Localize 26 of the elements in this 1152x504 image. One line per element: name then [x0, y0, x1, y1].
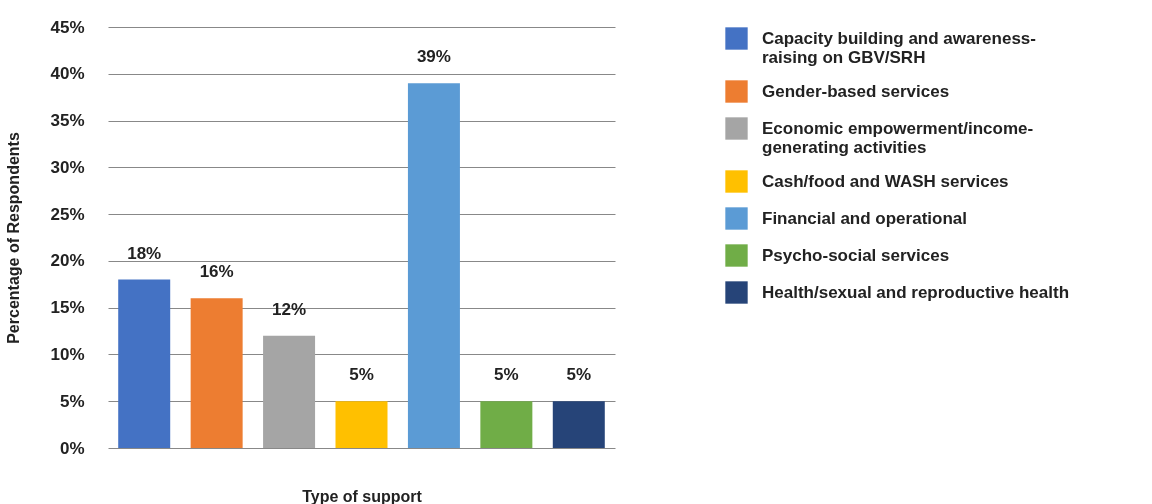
y-tick-label: 25% [50, 204, 85, 224]
data-label: 5% [349, 365, 374, 385]
legend-label: Gender-based services [762, 81, 950, 101]
legend-label: Health/sexual and reproductive health [762, 282, 1070, 302]
data-label: 5% [566, 365, 592, 385]
legend-label: Cash/food and WASH services [762, 171, 1009, 191]
y-tick-label: 5% [59, 391, 85, 411]
legend-label: Psycho-social services [762, 245, 950, 265]
data-label: 12% [272, 299, 307, 319]
data-label: 18% [127, 243, 162, 263]
data-label: 16% [199, 262, 234, 282]
legend-label: Economic empowerment/income-generating activities [762, 118, 1034, 157]
data-label: 39% [416, 47, 451, 67]
y-tick-label: 45% [50, 17, 85, 37]
y-axis-title: Percentage of Respondents [5, 132, 23, 344]
y-tick-label: 40% [50, 64, 85, 84]
data-label: 5% [494, 365, 519, 385]
y-tick-label: 10% [50, 344, 85, 364]
x-axis-title: Type of support [302, 487, 423, 504]
y-tick-label: 15% [50, 298, 85, 318]
y-tick-label: 20% [50, 251, 85, 271]
y-tick-label: 0% [59, 438, 85, 458]
y-tick-label: 30% [50, 157, 85, 177]
y-tick-label: 35% [50, 111, 85, 131]
legend-label: Financial and operational [762, 208, 967, 228]
legend-label: Capacity building and awareness-raising on GBV/SRH [762, 28, 1036, 67]
